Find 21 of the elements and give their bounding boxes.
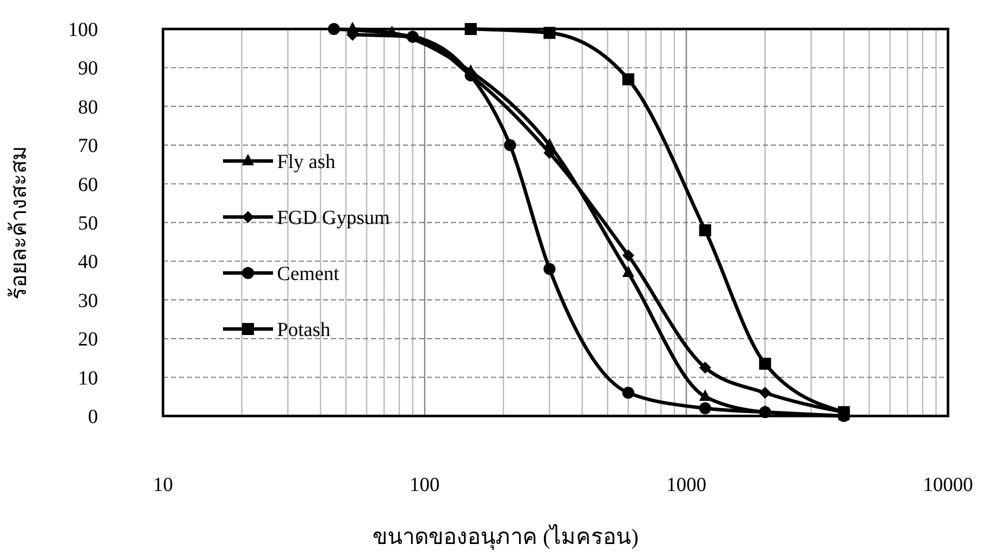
- legend-label: Potash: [277, 319, 330, 341]
- x-tick-label: 10000: [923, 474, 973, 496]
- y-tick-label: 60: [78, 174, 98, 196]
- y-tick-label: 80: [78, 96, 98, 118]
- y-axis-title: ร้อยละค้างสะสม: [6, 146, 31, 300]
- legend-label: Cement: [277, 263, 340, 285]
- y-tick-label: 40: [78, 251, 98, 274]
- y-tick-label: 0: [88, 406, 98, 428]
- y-tick-label: 70: [78, 135, 98, 158]
- y-tick-label: 20: [78, 328, 98, 351]
- x-tick-label: 10: [153, 474, 173, 496]
- x-tick-label: 100: [410, 474, 440, 496]
- x-tick-label: 1000: [666, 474, 706, 496]
- y-tick-label: 100: [68, 19, 98, 41]
- y-tick-label: 10: [78, 367, 98, 390]
- legend-label: Fly ash: [277, 151, 336, 173]
- y-tick-label: 90: [78, 58, 98, 80]
- x-axis-title: ขนาดของอนุภาค (ไมครอน): [372, 524, 639, 550]
- legend-label: FGD Gypsum: [277, 207, 390, 229]
- y-tick-label: 50: [78, 212, 98, 234]
- y-tick-label: 30: [78, 290, 98, 312]
